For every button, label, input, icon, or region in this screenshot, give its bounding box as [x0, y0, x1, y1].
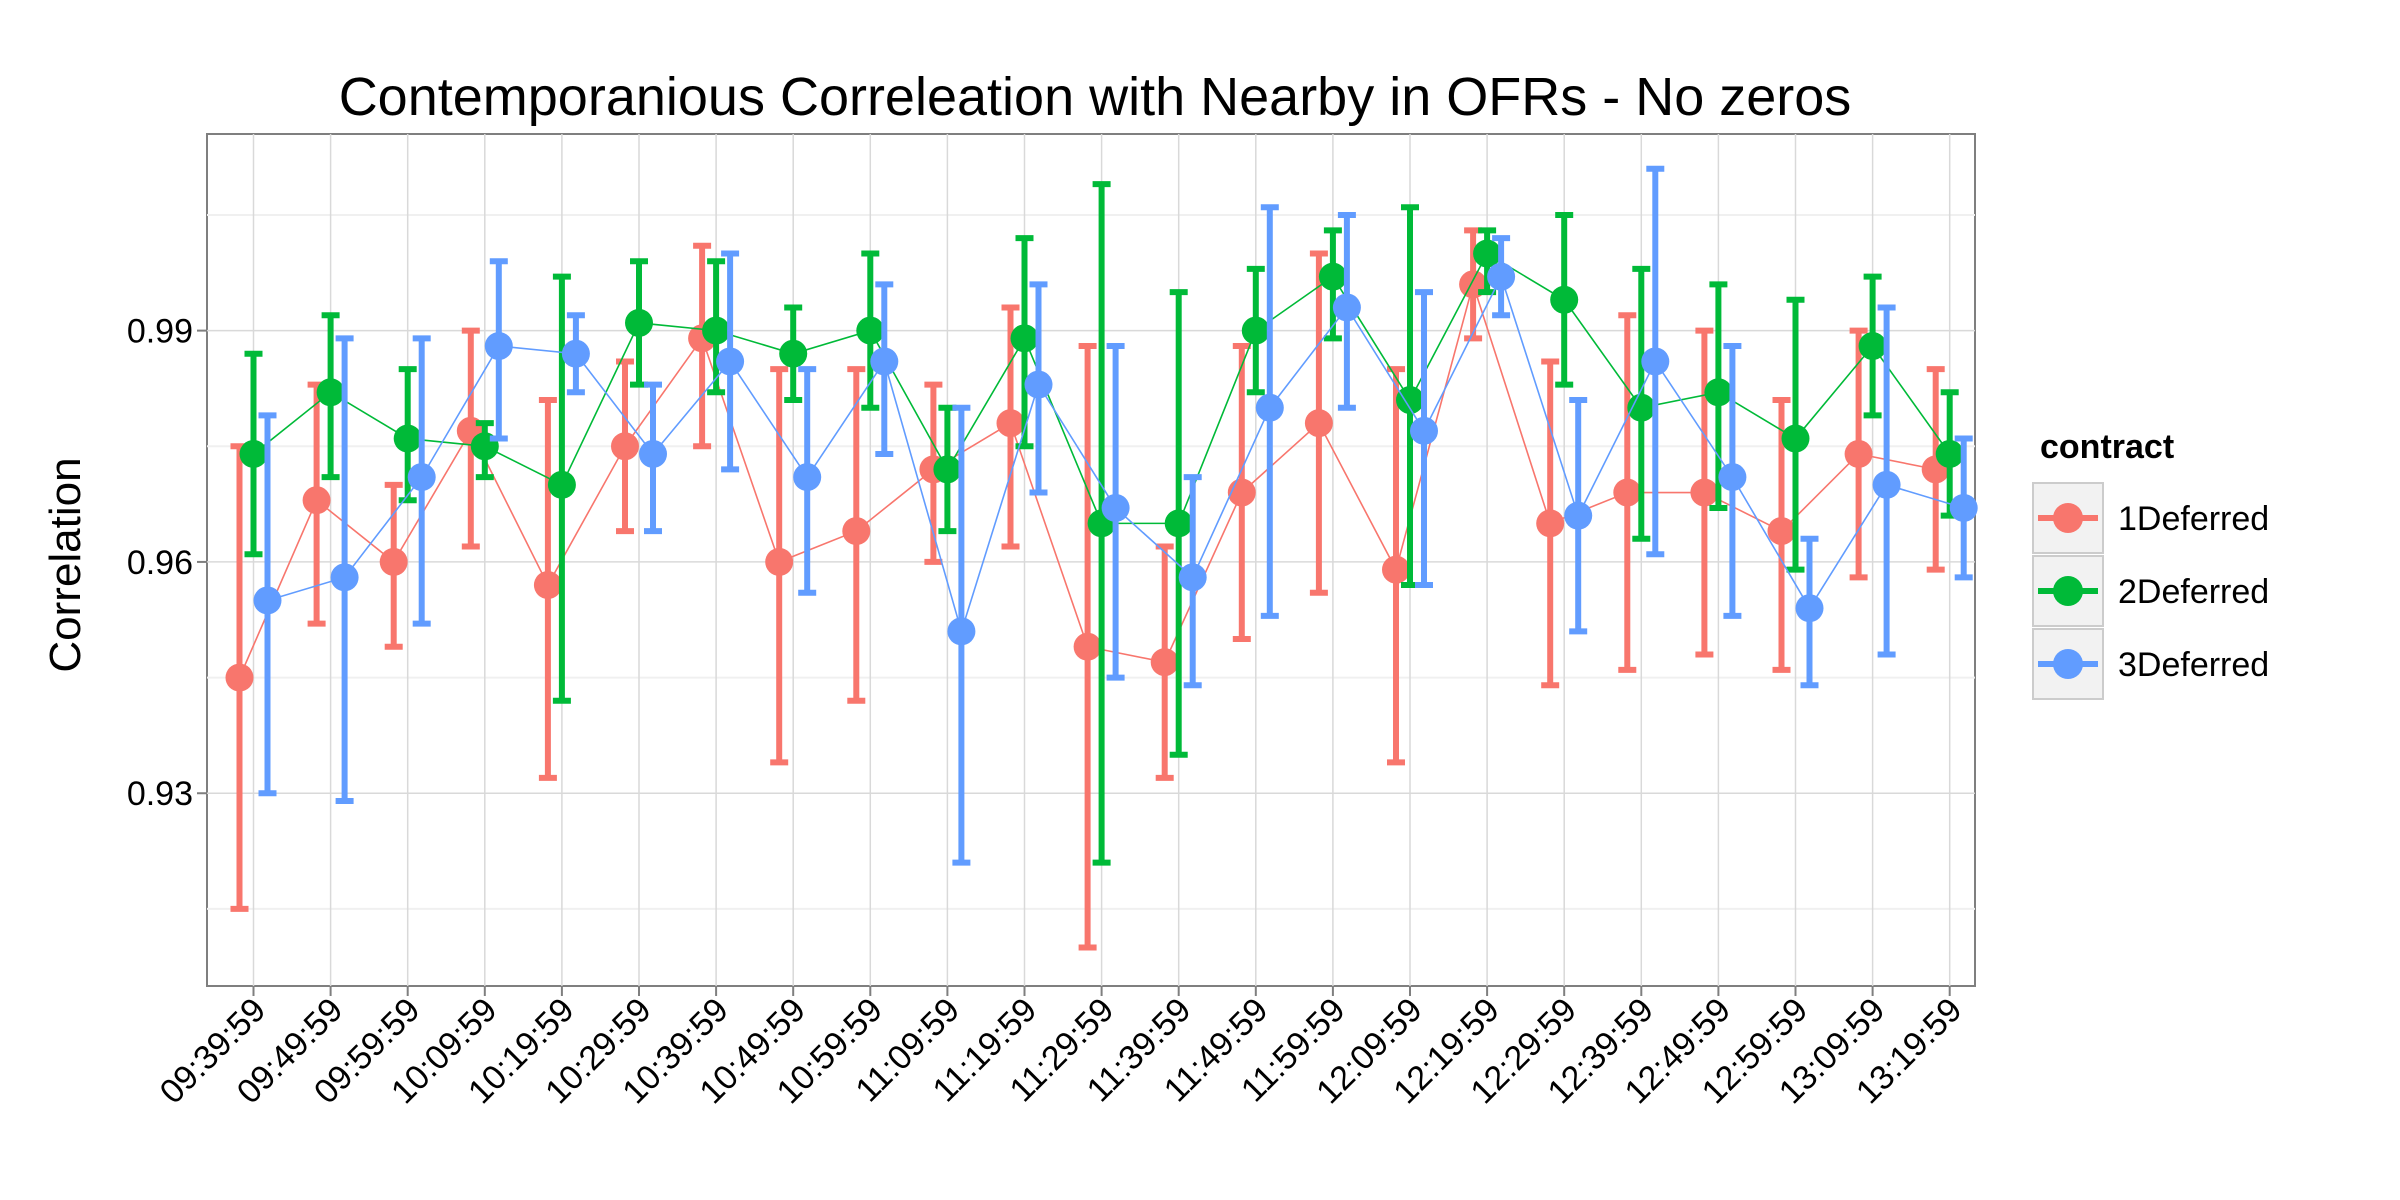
data-point — [1010, 324, 1039, 353]
data-point — [1410, 416, 1438, 445]
legend-key-point — [2053, 576, 2083, 606]
data-point — [716, 347, 745, 376]
data-point — [1024, 370, 1053, 399]
data-point — [996, 409, 1025, 438]
data-point — [547, 470, 576, 499]
data-point — [1550, 285, 1579, 314]
legend-label: 3Deferred — [2118, 646, 2269, 684]
data-point — [1304, 409, 1333, 438]
data-point — [1164, 509, 1193, 538]
data-point — [870, 347, 899, 376]
data-point — [1627, 393, 1656, 422]
data-point — [1564, 501, 1593, 530]
data-point — [765, 547, 794, 576]
y-tick-label: 0.93 — [127, 775, 193, 813]
data-point — [1178, 563, 1207, 592]
data-point — [253, 586, 282, 615]
data-point — [856, 316, 885, 345]
data-point — [1844, 439, 1873, 468]
data-point — [379, 547, 408, 576]
y-axis: 0.93 0.96 0.99 — [127, 313, 207, 813]
legend-key-point — [2053, 649, 2083, 679]
data-point — [947, 617, 976, 646]
data-point — [330, 563, 359, 592]
data-point — [1613, 478, 1642, 507]
data-point — [1718, 463, 1747, 492]
data-point — [933, 455, 962, 484]
data-point — [1241, 316, 1270, 345]
legend-item-2Deferred: 2Deferred — [2032, 555, 2269, 627]
data-point — [779, 339, 808, 368]
series-3Deferred — [253, 165, 1978, 866]
data-point — [1872, 470, 1901, 499]
data-point — [1318, 262, 1347, 291]
data-point — [225, 663, 254, 692]
legend-item-1Deferred: 1Deferred — [2032, 482, 2269, 554]
data-point — [393, 424, 422, 453]
data-point — [1150, 648, 1179, 677]
legend-item-3Deferred: 3Deferred — [2032, 628, 2269, 700]
data-point — [1949, 493, 1978, 522]
data-point — [1473, 239, 1502, 268]
chart-title: Contemporanious Correleation with Nearby… — [339, 67, 1852, 127]
data-point — [1536, 509, 1565, 538]
y-axis-title: Correlation — [41, 457, 90, 672]
data-point — [1487, 262, 1516, 291]
plot-panel — [206, 133, 1976, 987]
data-point — [561, 339, 590, 368]
data-point — [407, 463, 436, 492]
legend-label: 2Deferred — [2118, 573, 2269, 611]
data-point — [625, 308, 653, 337]
legend-key-point — [2053, 503, 2083, 533]
data-point — [611, 432, 639, 461]
data-point — [1781, 424, 1810, 453]
data-point — [484, 332, 513, 361]
y-tick-label: 0.99 — [127, 313, 193, 351]
data-point — [1690, 478, 1719, 507]
data-point — [316, 378, 345, 407]
data-point — [1255, 393, 1284, 422]
legend-title: contract — [2040, 428, 2174, 466]
data-point — [793, 463, 822, 492]
y-tick-label: 0.96 — [127, 544, 193, 582]
data-point — [1935, 439, 1964, 468]
data-point — [702, 316, 731, 345]
legend: contract 1Deferred 2Deferred 3Deferred — [2032, 428, 2269, 700]
data-point — [842, 517, 871, 546]
data-point — [639, 439, 667, 468]
series-layer — [225, 165, 1978, 951]
data-point — [1101, 493, 1130, 522]
data-point — [533, 571, 562, 600]
data-point — [1858, 332, 1887, 361]
data-point — [1767, 517, 1796, 546]
series-1Deferred — [225, 227, 1950, 951]
x-axis: 09:39:5909:49:5909:59:5910:09:5910:19:59… — [153, 986, 1969, 1111]
data-point — [302, 486, 331, 515]
series-2Deferred — [239, 181, 1964, 866]
data-point — [239, 439, 268, 468]
data-point — [1332, 293, 1361, 322]
data-point — [1396, 386, 1424, 415]
legend-label: 1Deferred — [2118, 500, 2269, 538]
data-point — [1795, 594, 1824, 623]
data-point — [1641, 347, 1670, 376]
data-point — [1704, 378, 1733, 407]
data-point — [1073, 632, 1102, 661]
data-point — [1382, 555, 1410, 584]
